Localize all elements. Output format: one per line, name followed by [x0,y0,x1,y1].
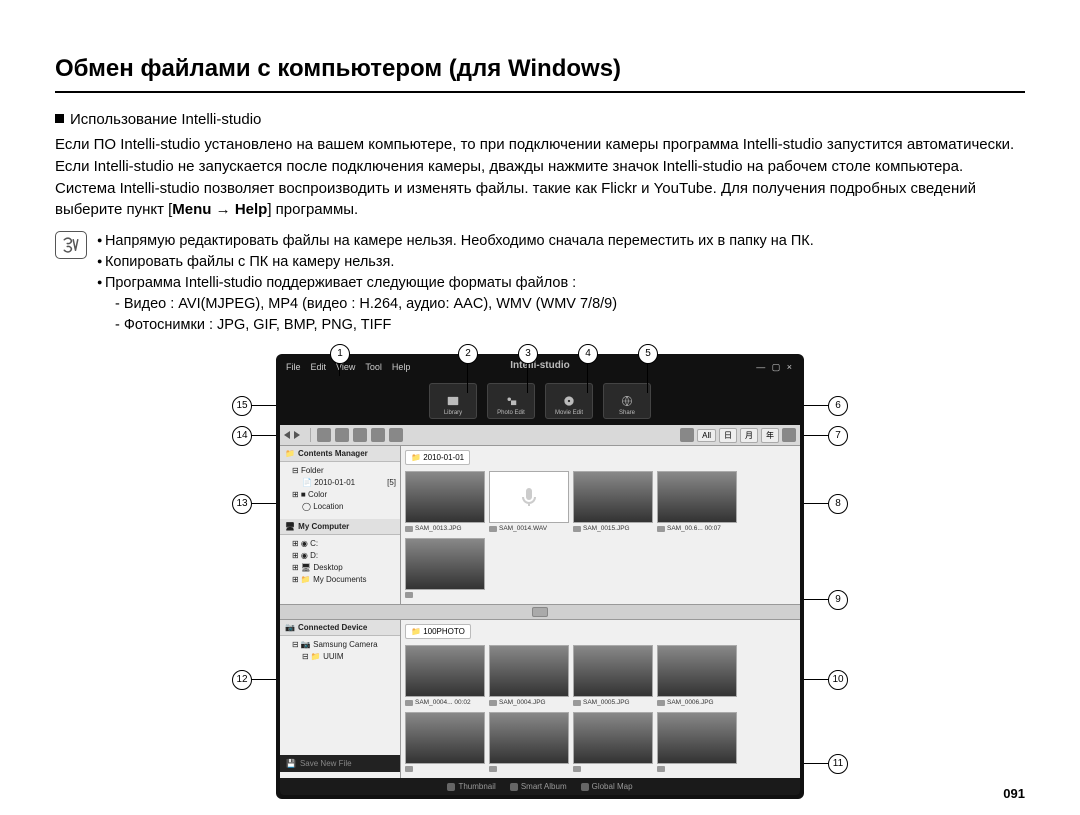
callout-13: 13 [232,494,252,514]
save-new-file[interactable]: 💾Save New File [280,755,400,772]
filter-month[interactable]: 月 [740,428,758,443]
thumbnail[interactable]: SAM_0004... 00:02 [405,645,483,706]
thumbnail[interactable] [573,712,651,772]
breadcrumb[interactable]: 📁 100PHOTO [405,624,471,639]
app-logo: Intelli-studio [510,360,569,371]
toolbar-icon[interactable] [782,428,796,442]
note-list: Напрямую редактировать файлы на камере н… [97,231,814,336]
menu-tool[interactable]: Tool [365,362,382,373]
thumbnail[interactable]: SAM_0015.JPG [573,471,651,532]
tree-documents[interactable]: ⊞ 📁 My Documents [284,574,396,586]
callout-5: 5 [638,344,658,364]
bullet-square [55,114,64,123]
sidebar-device: 📷Connected Device ⊟ 📷 Samsung Camera ⊟ 📁… [280,620,401,778]
grip-icon [532,607,548,617]
sidebar: 📁Contents Manager ⊟ Folder 📄 2010-01-01[… [280,446,401,604]
toolbar-icon[interactable] [335,428,349,442]
toolbar-icon[interactable] [353,428,367,442]
thumbnail[interactable] [657,712,735,772]
mode-tabs: Library Photo Edit Movie Edit Share [280,379,800,425]
tree-uuim[interactable]: ⊟ 📁 UUIM [284,651,396,663]
tab-movie-edit[interactable]: Movie Edit [545,383,593,419]
thumbnail[interactable]: SAM_0014.WAV [489,471,567,532]
my-computer-header: 🖥My Computer [280,519,400,535]
section-subhead: Использование Intelli-studio [55,111,1025,128]
callout-14: 14 [232,426,252,446]
note-icon [55,231,87,259]
window-controls[interactable]: — ▢ × [756,362,794,373]
thumbnail[interactable] [405,712,483,772]
content-lower: 📁 100PHOTO SAM_0004... 00:02SAM_0004.JPG… [401,620,800,778]
body-paragraph: Если ПО Intelli-studio установлено на ва… [55,134,1025,221]
callout-10: 10 [828,670,848,690]
note-block: Напрямую редактировать файлы на камере н… [55,231,1025,336]
tab-share[interactable]: Share [603,383,651,419]
callout-3: 3 [518,344,538,364]
thumbnail[interactable]: SAM_0006.JPG [657,645,735,706]
toolbar: All 日 月 年 [280,425,800,445]
toolbar-icon[interactable] [371,428,385,442]
callout-12: 12 [232,670,252,690]
split-divider[interactable] [280,604,800,620]
callout-4: 4 [578,344,598,364]
thumbnail-grid-lower: SAM_0004... 00:02SAM_0004.JPGSAM_0005.JP… [401,643,800,778]
callout-2: 2 [458,344,478,364]
breadcrumb[interactable]: 📁 2010-01-01 [405,450,470,465]
filter-day[interactable]: 日 [719,428,737,443]
toolbar-icon[interactable] [389,428,403,442]
menu-edit[interactable]: Edit [311,362,327,373]
tree-color[interactable]: ⊞ ■ Color [284,489,396,501]
thumbnail-grid-upper: SAM_0013.JPGSAM_0014.WAVSAM_0015.JPGSAM_… [401,469,800,604]
figure: 1 2 3 4 5 6 7 8 9 10 11 15 14 13 12 Inte… [260,354,820,799]
thumbnail[interactable]: SAM_0005.JPG [573,645,651,706]
tree-camera[interactable]: ⊟ 📷 Samsung Camera [284,639,396,651]
callout-7: 7 [828,426,848,446]
content-upper: 📁 2010-01-01 SAM_0013.JPGSAM_0014.WAVSAM… [401,446,800,604]
menu-help[interactable]: Help [392,362,411,373]
thumbnail[interactable] [405,538,483,598]
callout-9: 9 [828,590,848,610]
contents-manager-header: 📁Contents Manager [280,446,400,462]
callout-1: 1 [330,344,350,364]
thumbnail[interactable] [489,712,567,772]
footer-global-map[interactable]: Global Map [581,782,633,791]
callout-11: 11 [828,754,848,774]
nav-back-icon[interactable] [284,431,290,439]
tree-location[interactable]: ◯ Location [284,501,396,513]
tree-drive-c[interactable]: ⊞ ◉ C: [284,538,396,550]
toolbar-icon[interactable] [680,428,694,442]
footer-tabs: Thumbnail Smart Album Global Map [280,778,800,795]
page-title: Обмен файлами с компьютером (для Windows… [55,55,1025,93]
app-window: Intelli-studio File Edit View Tool Help … [276,354,804,799]
thumbnail[interactable]: SAM_0004.JPG [489,645,567,706]
thumbnail[interactable]: SAM_0013.JPG [405,471,483,532]
tree-drive-d[interactable]: ⊞ ◉ D: [284,550,396,562]
footer-smart-album[interactable]: Smart Album [510,782,567,791]
callout-15: 15 [232,396,252,416]
tree-date[interactable]: 📄 2010-01-01[5] [284,477,396,489]
tree-folder[interactable]: ⊟ Folder [284,465,396,477]
filter-year[interactable]: 年 [761,428,779,443]
connected-device-header: 📷Connected Device [280,620,400,636]
thumbnail[interactable]: SAM_00.6... 00:07 [657,471,735,532]
callout-8: 8 [828,494,848,514]
filter-all[interactable]: All [697,429,716,442]
tab-library[interactable]: Library [429,383,477,419]
nav-forward-icon[interactable] [294,431,300,439]
callout-6: 6 [828,396,848,416]
toolbar-icon[interactable] [317,428,331,442]
tree-desktop[interactable]: ⊞ 🖥 Desktop [284,562,396,574]
menu-file[interactable]: File [286,362,301,373]
page-number: 091 [1003,786,1025,801]
footer-thumbnail[interactable]: Thumbnail [447,782,495,791]
